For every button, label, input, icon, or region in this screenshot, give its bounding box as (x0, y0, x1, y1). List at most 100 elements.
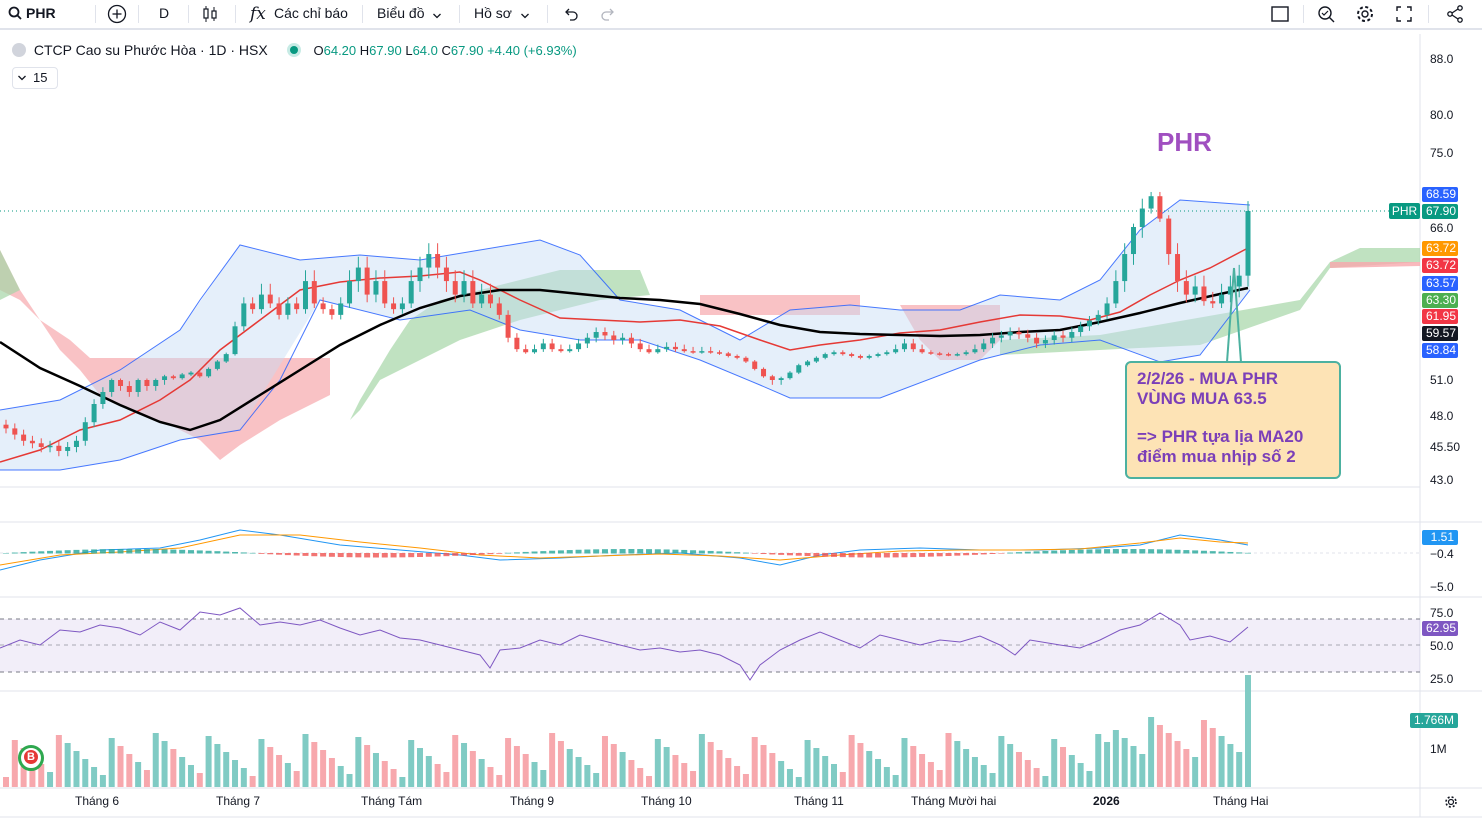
market-status-icon (289, 46, 298, 54)
macd-histogram-bar (654, 549, 661, 554)
fx-icon[interactable]: 𝑓x (250, 4, 266, 24)
volume-bar (1227, 744, 1234, 787)
candle (796, 365, 802, 373)
price-axis-label: 75.0 (1430, 146, 1454, 160)
candle (752, 361, 758, 369)
volume-bar (980, 765, 987, 787)
volume-bar (1156, 725, 1163, 787)
macd-histogram-bar (3, 553, 9, 554)
macd-histogram-bar (311, 553, 318, 557)
volume-bar (1024, 760, 1031, 787)
price-tag: 63.30 (1422, 293, 1458, 308)
macd-histogram-bar (566, 550, 573, 554)
volume-bar (223, 752, 230, 787)
gear-icon[interactable] (1444, 795, 1458, 809)
candle (884, 352, 890, 355)
macd-histogram-bar (1218, 551, 1225, 554)
volume-bar (478, 759, 485, 787)
macd-histogram-bar (47, 550, 54, 554)
macd-histogram-bar (540, 551, 547, 554)
profile-button[interactable]: Hồ sơ (474, 5, 512, 21)
chart-type-button[interactable]: Biểu đồ (377, 5, 425, 21)
macd-histogram-bar (55, 550, 62, 554)
volume-bar (637, 768, 644, 787)
indicators-button[interactable]: Các chỉ báo (274, 5, 348, 21)
volume-bar (919, 754, 926, 787)
macd-histogram-bar (408, 553, 415, 558)
volume-bar (1112, 730, 1119, 787)
volume-bar (804, 740, 811, 787)
macd-histogram-bar (346, 553, 353, 558)
macd-histogram-bar (364, 553, 371, 558)
volume-bar (654, 739, 661, 787)
macd-histogram-bar (328, 553, 335, 557)
price-axis-label: 80.0 (1430, 108, 1454, 122)
volume-bar (232, 760, 239, 787)
volume-bar (619, 752, 626, 787)
volume-bar (584, 765, 591, 787)
chevron-down-icon (432, 8, 442, 19)
annotation-note[interactable]: 2/2/26 - MUA PHR VÙNG MUA 63.5 => PHR tự… (1125, 361, 1341, 479)
macd-histogram-bar (549, 550, 556, 554)
candle (593, 332, 599, 338)
candle (805, 361, 811, 366)
quick-search-icon[interactable] (1316, 4, 1336, 24)
studies-toggle-button[interactable]: 15 (12, 67, 58, 89)
add-symbol-icon[interactable] (107, 4, 127, 24)
volume-bar (170, 749, 177, 787)
macd-histogram-bar (267, 553, 274, 555)
candle (681, 349, 687, 352)
macd-histogram-bar (20, 552, 27, 554)
candle (294, 303, 300, 310)
macd-histogram-bar (866, 553, 873, 558)
macd-histogram-bar (11, 552, 18, 554)
volume-bar (1086, 771, 1093, 787)
search-icon[interactable] (8, 6, 22, 20)
volume-bar (1130, 746, 1137, 787)
candle (408, 281, 414, 304)
layout-icon[interactable] (1270, 4, 1290, 24)
volume-bar (522, 754, 529, 787)
volume-bar (883, 767, 890, 787)
redo-icon[interactable] (598, 4, 618, 24)
fullscreen-icon[interactable] (1394, 4, 1414, 24)
volume-bar (566, 749, 573, 787)
change-value: +4.40 (+6.93%) (487, 43, 577, 58)
symbol-search-button[interactable]: PHR (26, 5, 56, 21)
candles-icon[interactable] (200, 4, 220, 24)
volume-bar (82, 759, 89, 787)
macd-histogram-bar (249, 552, 256, 554)
macd-histogram-bar (276, 553, 283, 555)
ohlc-values: O64.20 H67.90 L64.0 C67.90 +4.40 (+6.93%… (313, 43, 577, 58)
undo-icon[interactable] (561, 4, 581, 24)
macd-histogram-bar (143, 549, 150, 554)
macd-histogram-bar (751, 553, 758, 554)
candle (364, 267, 370, 295)
candle (716, 352, 722, 354)
time-axis-label: Tháng 9 (510, 794, 555, 808)
volume-bar (707, 742, 714, 787)
volume-bar (848, 735, 855, 787)
macd-histogram-bar (196, 550, 203, 554)
macd-histogram-bar (778, 553, 785, 555)
macd-histogram-bar (1042, 550, 1049, 554)
gear-icon[interactable] (1355, 4, 1375, 24)
volume-bar (267, 747, 274, 787)
legend-title[interactable]: CTCP Cao su Phước Hòa · 1D · HSX (33, 42, 268, 58)
share-icon[interactable] (1445, 4, 1465, 24)
macd-histogram-bar (1130, 549, 1137, 554)
note-line: 2/2/26 - MUA PHR (1137, 369, 1279, 388)
volume-bar (364, 745, 371, 787)
volume-bar (628, 760, 635, 787)
candle (1201, 286, 1207, 302)
candle (170, 376, 176, 379)
macd-histogram-bar (557, 550, 564, 554)
interval-button[interactable]: D (159, 5, 170, 21)
macd-histogram-bar (919, 553, 926, 557)
volume-bar (469, 751, 476, 787)
volume-bar (575, 757, 582, 787)
candle (338, 303, 344, 315)
macd-histogram-bar (108, 549, 115, 554)
volume-bar (135, 762, 142, 787)
